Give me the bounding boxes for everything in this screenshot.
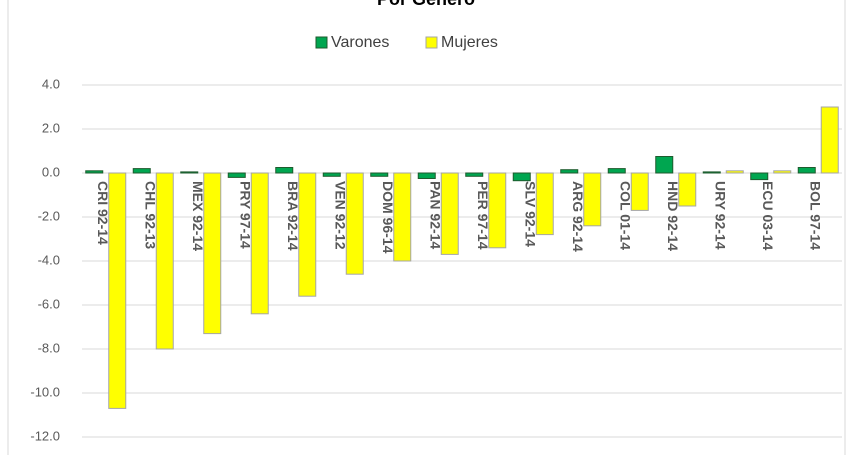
bar — [417, 172, 436, 179]
bar — [583, 172, 602, 227]
bar — [275, 167, 294, 174]
bar — [465, 172, 484, 177]
y-tick-label: -12.0 — [30, 428, 60, 443]
x-tick-label: CHL 92-13 — [143, 181, 159, 249]
bar — [370, 172, 389, 177]
y-tick-label: 2.0 — [42, 120, 60, 135]
chart-title: Por Género — [377, 0, 475, 9]
legend-swatch — [425, 36, 438, 49]
bar — [535, 172, 554, 236]
x-tick-label: MEX 92-14 — [190, 181, 206, 251]
x-tick-label: BRA 92-14 — [285, 181, 301, 251]
bar — [440, 172, 459, 255]
bar — [773, 170, 792, 174]
legend-label: Mujeres — [441, 34, 498, 51]
bar — [560, 169, 579, 174]
bar — [607, 168, 626, 174]
bar — [820, 106, 839, 174]
y-tick-label: 4.0 — [42, 76, 60, 91]
bar — [750, 172, 769, 181]
bar — [108, 172, 127, 409]
y-tick-label: -2.0 — [38, 208, 60, 223]
bar — [180, 171, 199, 174]
legend-label: Varones — [331, 34, 389, 51]
bar — [702, 171, 721, 174]
bar — [322, 172, 341, 177]
y-tick-label: -8.0 — [38, 340, 60, 355]
bar — [655, 156, 674, 174]
y-tick-label: 0.0 — [42, 164, 60, 179]
bar — [797, 167, 816, 174]
x-tick-label: PAN 92-14 — [428, 181, 444, 249]
bar — [85, 170, 104, 174]
chart-border — [7, 0, 846, 455]
x-tick-label: BOL 97-14 — [808, 181, 824, 250]
x-tick-label: PER 97-14 — [475, 181, 491, 250]
bar — [488, 172, 507, 249]
x-tick-label: PRY 97-14 — [238, 181, 254, 249]
y-tick-label: -4.0 — [38, 252, 60, 267]
bar — [345, 172, 364, 275]
x-tick-label: ARG 92-14 — [570, 181, 586, 252]
y-tick-label: -6.0 — [38, 296, 60, 311]
x-tick-label: COL 01-14 — [618, 181, 634, 250]
bar — [155, 172, 174, 350]
x-tick-label: ECU 03-14 — [760, 181, 776, 250]
x-tick-label: URY 92-14 — [713, 181, 729, 250]
x-tick-label: VEN 92-12 — [333, 181, 349, 250]
bar — [393, 172, 412, 262]
bar — [512, 172, 531, 182]
x-tick-label: HND 92-14 — [665, 181, 681, 251]
x-tick-label: DOM 96-14 — [380, 181, 396, 254]
legend-swatch — [315, 36, 328, 49]
bar — [298, 172, 317, 297]
bar — [203, 172, 222, 335]
x-tick-label: CRI 92-14 — [95, 181, 111, 245]
bar — [132, 168, 151, 174]
bar — [630, 172, 649, 211]
bar — [725, 170, 744, 174]
x-tick-label: SLV 92-14 — [523, 181, 539, 247]
bar — [250, 172, 269, 315]
bar — [227, 172, 246, 178]
y-tick-label: -10.0 — [30, 384, 60, 399]
bar — [678, 172, 697, 207]
